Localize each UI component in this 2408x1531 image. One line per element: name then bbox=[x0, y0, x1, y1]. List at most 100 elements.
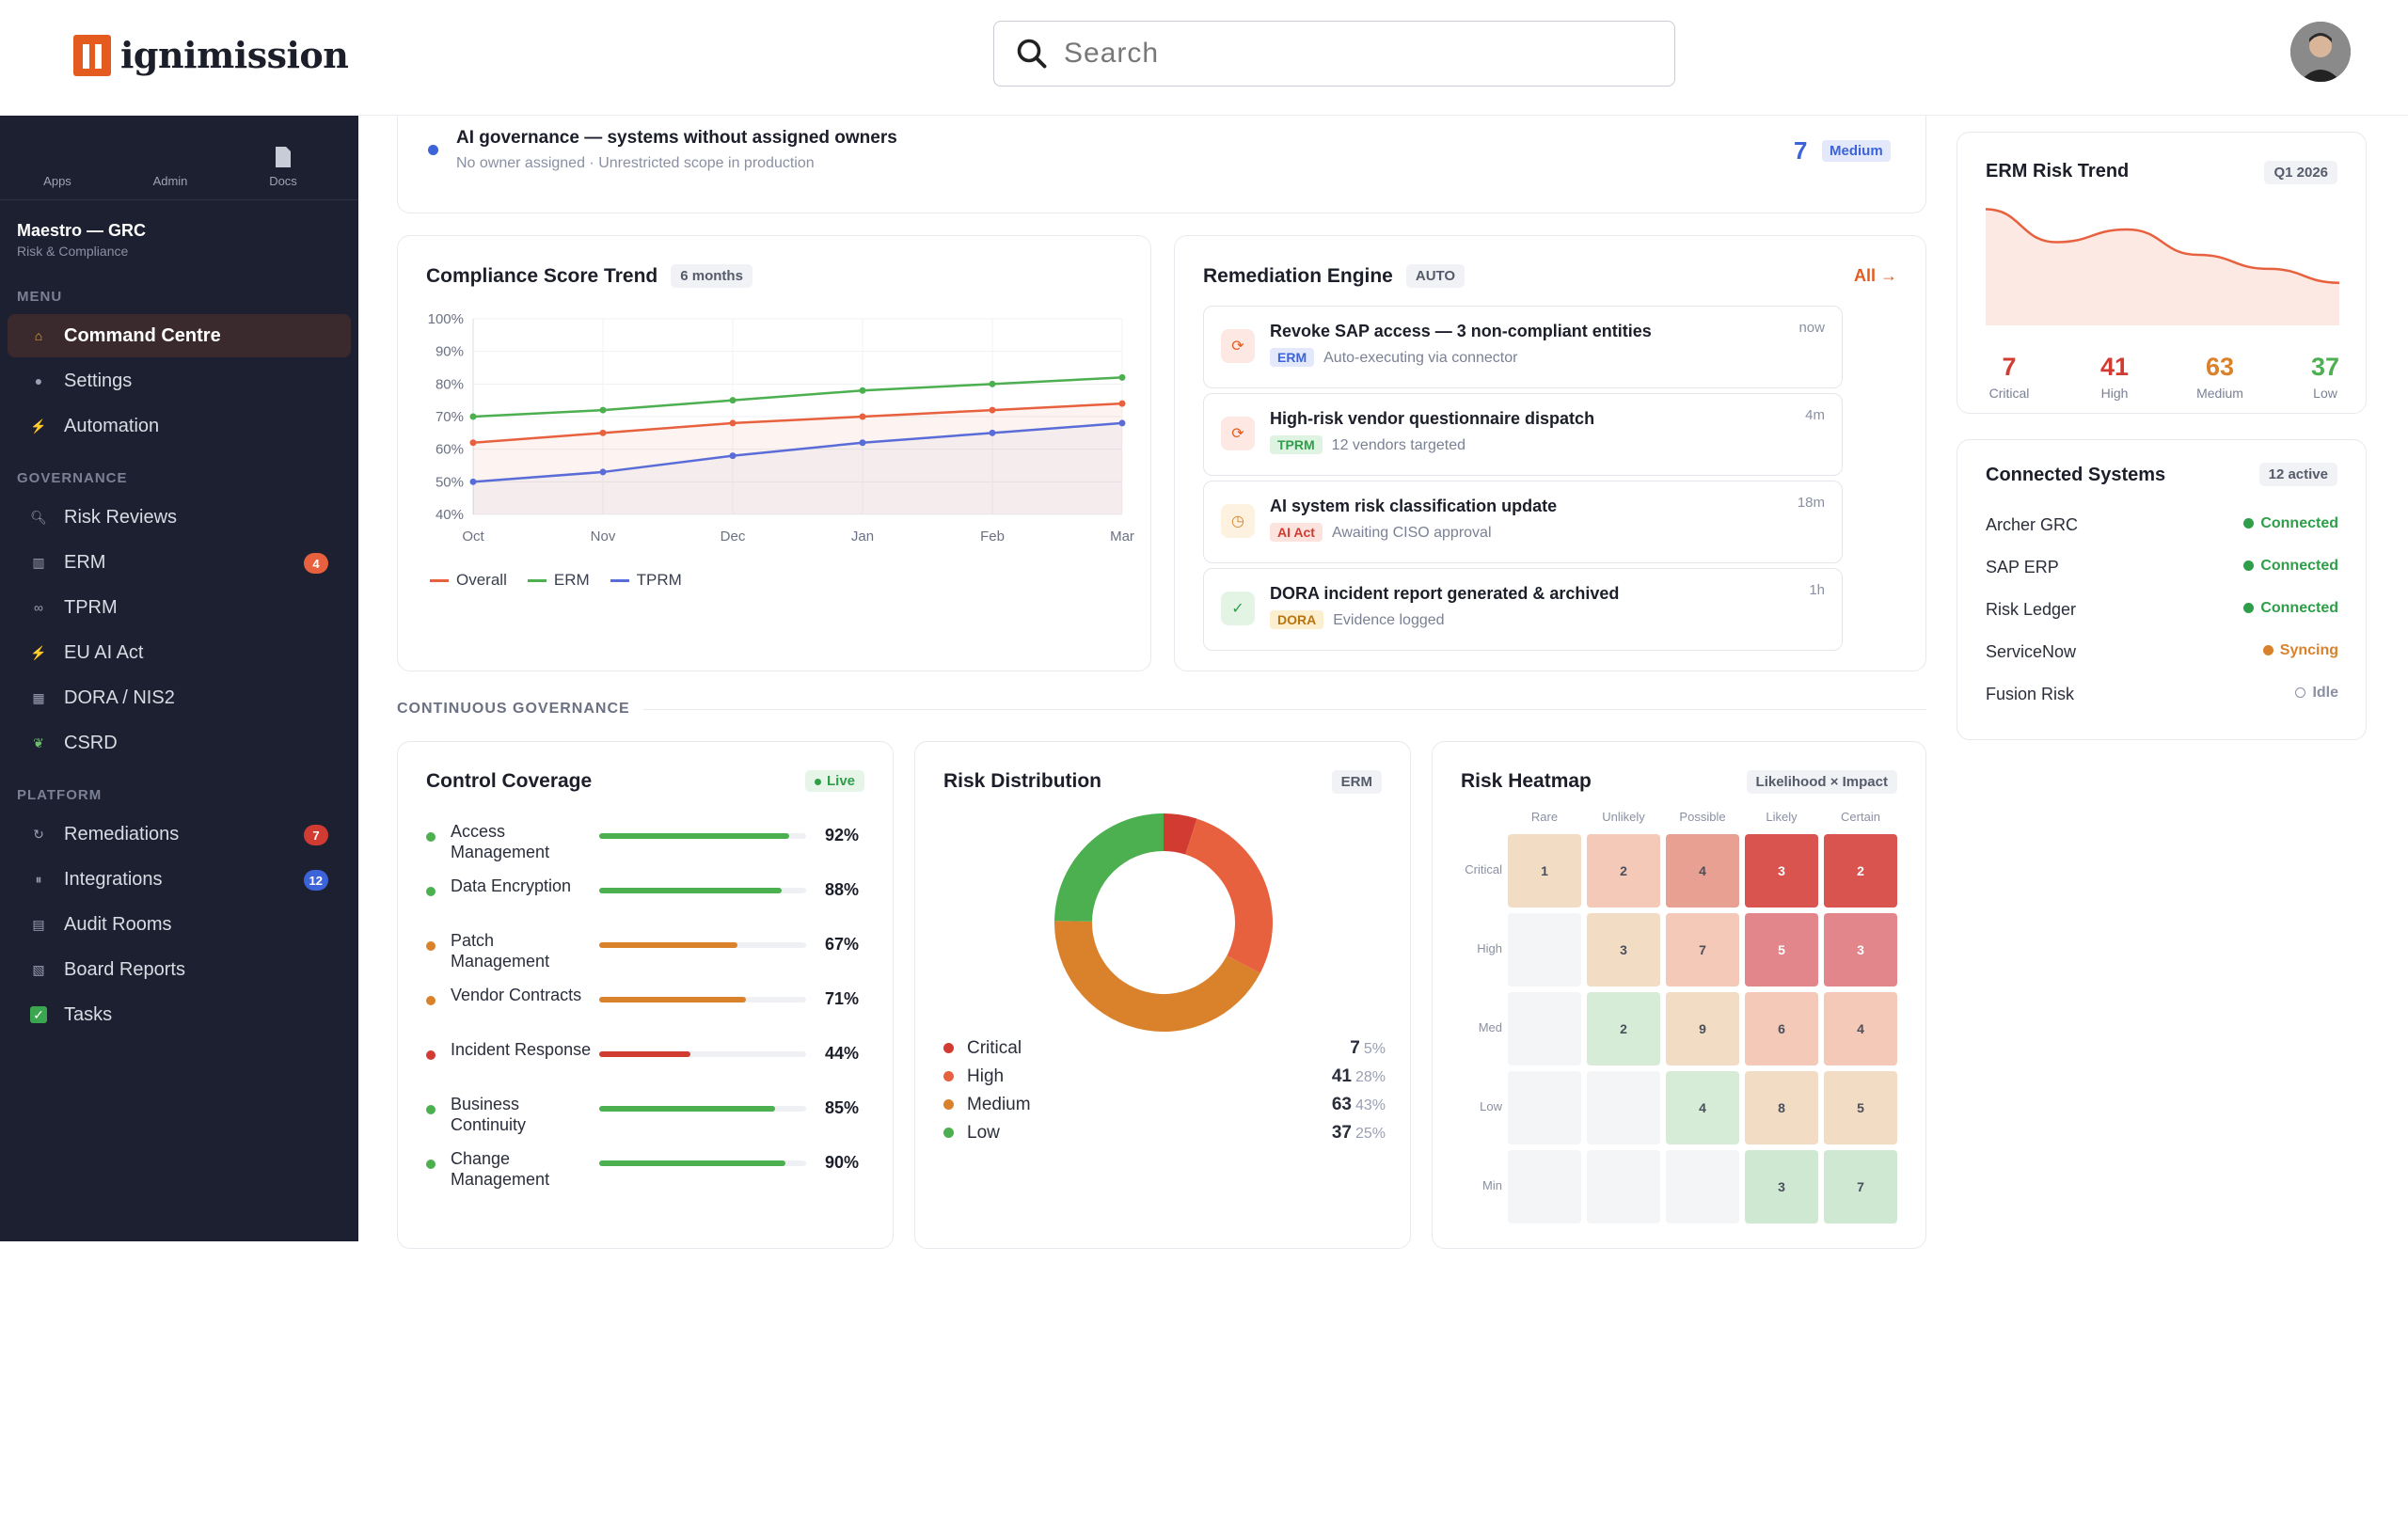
nav-remediations[interactable]: ↻ Remediations 7 bbox=[8, 813, 351, 856]
heatmap-cell[interactable]: 3 bbox=[1587, 913, 1660, 986]
heatmap-cell[interactable]: 2 bbox=[1587, 992, 1660, 1065]
risk-heatmap-card: Risk Heatmap Likelihood × Impact Rare Unl… bbox=[1432, 741, 1926, 1249]
data-point-erm[interactable] bbox=[729, 397, 737, 404]
data-point-overall[interactable] bbox=[729, 419, 737, 427]
report-icon: ▧ bbox=[32, 961, 45, 977]
heatmap-cell[interactable] bbox=[1587, 1150, 1660, 1223]
distribution-legend-row: Critical 7 5% bbox=[943, 1038, 1386, 1063]
remediation-all-link[interactable]: All → bbox=[1853, 266, 1897, 285]
folder-icon: ▤ bbox=[32, 916, 45, 932]
remediation-item[interactable]: ◷ AI system risk classification update A… bbox=[1203, 481, 1843, 563]
coverage-row[interactable]: Business Continuity 85% bbox=[426, 1094, 859, 1148]
apps-button[interactable]: Apps bbox=[43, 174, 71, 188]
coverage-row[interactable]: Access Management 92% bbox=[426, 821, 859, 876]
nav-tprm[interactable]: ∞ TPRM bbox=[8, 586, 351, 629]
data-point-overall[interactable] bbox=[989, 406, 996, 414]
nav-eu-ai-act[interactable]: ⚡ EU AI Act bbox=[30, 641, 144, 663]
coverage-row[interactable]: Vendor Contracts 71% bbox=[426, 985, 859, 1039]
search-input[interactable] bbox=[1064, 38, 1628, 70]
status-dot bbox=[2295, 687, 2306, 699]
coverage-row[interactable]: Incident Response 44% bbox=[426, 1039, 859, 1094]
nav-csrd[interactable]: ❦ CSRD bbox=[8, 721, 351, 765]
data-point-tprm[interactable] bbox=[599, 468, 607, 476]
product-switcher[interactable]: Maestro — GRC Risk & Compliance bbox=[0, 200, 358, 268]
system-row[interactable]: Fusion Risk Idle bbox=[1986, 685, 2338, 703]
heatmap-cell[interactable]: 2 bbox=[1587, 834, 1660, 908]
nav-automation[interactable]: ⚡ Automation bbox=[30, 415, 160, 436]
nav-dora-nis2[interactable]: ▦ DORA / NIS2 bbox=[8, 676, 351, 719]
coverage-bar-fill bbox=[599, 833, 790, 839]
data-point-erm[interactable] bbox=[469, 413, 477, 420]
nav-risk-reviews[interactable]: 🔍︎ Risk Reviews bbox=[30, 506, 178, 528]
data-point-erm[interactable] bbox=[599, 406, 607, 414]
heatmap-cell[interactable]: 1 bbox=[1508, 834, 1581, 908]
data-point-erm[interactable] bbox=[859, 387, 866, 394]
user-avatar[interactable] bbox=[2290, 22, 2351, 82]
heatmap-cell[interactable] bbox=[1508, 992, 1581, 1065]
data-point-tprm[interactable] bbox=[1118, 419, 1126, 427]
legend-item-erm[interactable]: ERM bbox=[527, 571, 590, 590]
legend-item-overall[interactable]: Overall bbox=[430, 571, 507, 590]
brand-name: ignimission bbox=[120, 34, 349, 76]
bolt-icon: ⚡ bbox=[30, 418, 47, 434]
data-point-tprm[interactable] bbox=[989, 429, 996, 436]
system-row[interactable]: ServiceNow Syncing bbox=[1986, 642, 2338, 661]
heatmap-cell[interactable]: 7 bbox=[1666, 913, 1739, 986]
nav-erm[interactable]: ▥ ERM 4 bbox=[8, 541, 351, 584]
data-point-overall[interactable] bbox=[599, 429, 607, 436]
data-point-erm[interactable] bbox=[989, 380, 996, 387]
donut-slice-low[interactable] bbox=[1054, 813, 1164, 922]
heatmap-cell[interactable]: 8 bbox=[1745, 1071, 1818, 1144]
remediation-item[interactable]: ✓ DORA incident report generated & archi… bbox=[1203, 568, 1843, 651]
donut-slice-medium[interactable] bbox=[1054, 921, 1260, 1032]
heatmap-cell[interactable]: 4 bbox=[1824, 992, 1897, 1065]
alert-card[interactable]: AI governance — systems without assigned… bbox=[397, 116, 1926, 213]
nav-audit-rooms[interactable]: ▤ Audit Rooms bbox=[8, 903, 351, 946]
donut-slice-high[interactable] bbox=[1185, 818, 1273, 973]
heatmap-cell[interactable]: 3 bbox=[1745, 834, 1818, 908]
system-row[interactable]: Risk Ledger Connected bbox=[1986, 600, 2338, 619]
system-row[interactable]: Archer GRC Connected bbox=[1986, 515, 2338, 534]
heatmap-cell[interactable]: 9 bbox=[1666, 992, 1739, 1065]
heatmap-cell[interactable]: 6 bbox=[1745, 992, 1818, 1065]
data-point-tprm[interactable] bbox=[859, 439, 866, 447]
data-point-overall[interactable] bbox=[469, 439, 477, 447]
heatmap-cell[interactable]: 7 bbox=[1824, 1150, 1897, 1223]
coverage-row[interactable]: Data Encryption 88% bbox=[426, 876, 859, 930]
heatmap-cell[interactable]: 2 bbox=[1824, 834, 1897, 908]
heatmap-cell[interactable] bbox=[1508, 1150, 1581, 1223]
nav-board-reports[interactable]: ▧ Board Reports bbox=[8, 948, 351, 991]
nav-tasks[interactable]: ✓ Tasks bbox=[8, 993, 351, 1036]
heatmap-cell[interactable]: 5 bbox=[1745, 913, 1818, 986]
data-point-tprm[interactable] bbox=[729, 452, 737, 460]
donut-slice-critical[interactable] bbox=[1164, 813, 1197, 855]
docs-button[interactable]: Docs bbox=[260, 146, 307, 188]
heatmap-cell[interactable]: 4 bbox=[1666, 834, 1739, 908]
legend-item-tprm[interactable]: TPRM bbox=[610, 571, 682, 590]
remediation-item[interactable]: ⟳ High-risk vendor questionnaire dispatc… bbox=[1203, 393, 1843, 476]
admin-button[interactable]: Admin bbox=[152, 174, 188, 188]
search-box[interactable] bbox=[993, 21, 1675, 87]
data-point-erm[interactable] bbox=[1118, 373, 1126, 381]
nav-integrations[interactable]: ⏸ Integrations 12 bbox=[8, 858, 351, 901]
heatmap-cell[interactable]: 3 bbox=[1745, 1150, 1818, 1223]
data-point-tprm[interactable] bbox=[469, 478, 477, 485]
nav-settings[interactable]: ● Settings bbox=[8, 359, 351, 402]
data-point-overall[interactable] bbox=[859, 413, 866, 420]
heatmap-cell[interactable] bbox=[1508, 1071, 1581, 1144]
brand-logo[interactable]: ignimission bbox=[73, 34, 349, 76]
heatmap-cell[interactable]: 4 bbox=[1666, 1071, 1739, 1144]
coverage-row[interactable]: Change Management 90% bbox=[426, 1148, 859, 1203]
heatmap-cell[interactable]: 5 bbox=[1824, 1071, 1897, 1144]
nav-command-centre[interactable]: ⌂ Command Centre bbox=[8, 314, 351, 357]
y-tick-label: 50% bbox=[436, 474, 464, 490]
heatmap-cell[interactable] bbox=[1666, 1150, 1739, 1223]
heatmap-cell[interactable] bbox=[1508, 913, 1581, 986]
system-row[interactable]: SAP ERP Connected bbox=[1986, 558, 2338, 576]
compliance-range-pill[interactable]: 6 months bbox=[671, 264, 752, 288]
remediation-item[interactable]: ⟳ Revoke SAP access — 3 non-compliant en… bbox=[1203, 306, 1843, 388]
heatmap-cell[interactable]: 3 bbox=[1824, 913, 1897, 986]
heatmap-cell[interactable] bbox=[1587, 1071, 1660, 1144]
data-point-overall[interactable] bbox=[1118, 400, 1126, 407]
coverage-row[interactable]: Patch Management 67% bbox=[426, 930, 859, 985]
